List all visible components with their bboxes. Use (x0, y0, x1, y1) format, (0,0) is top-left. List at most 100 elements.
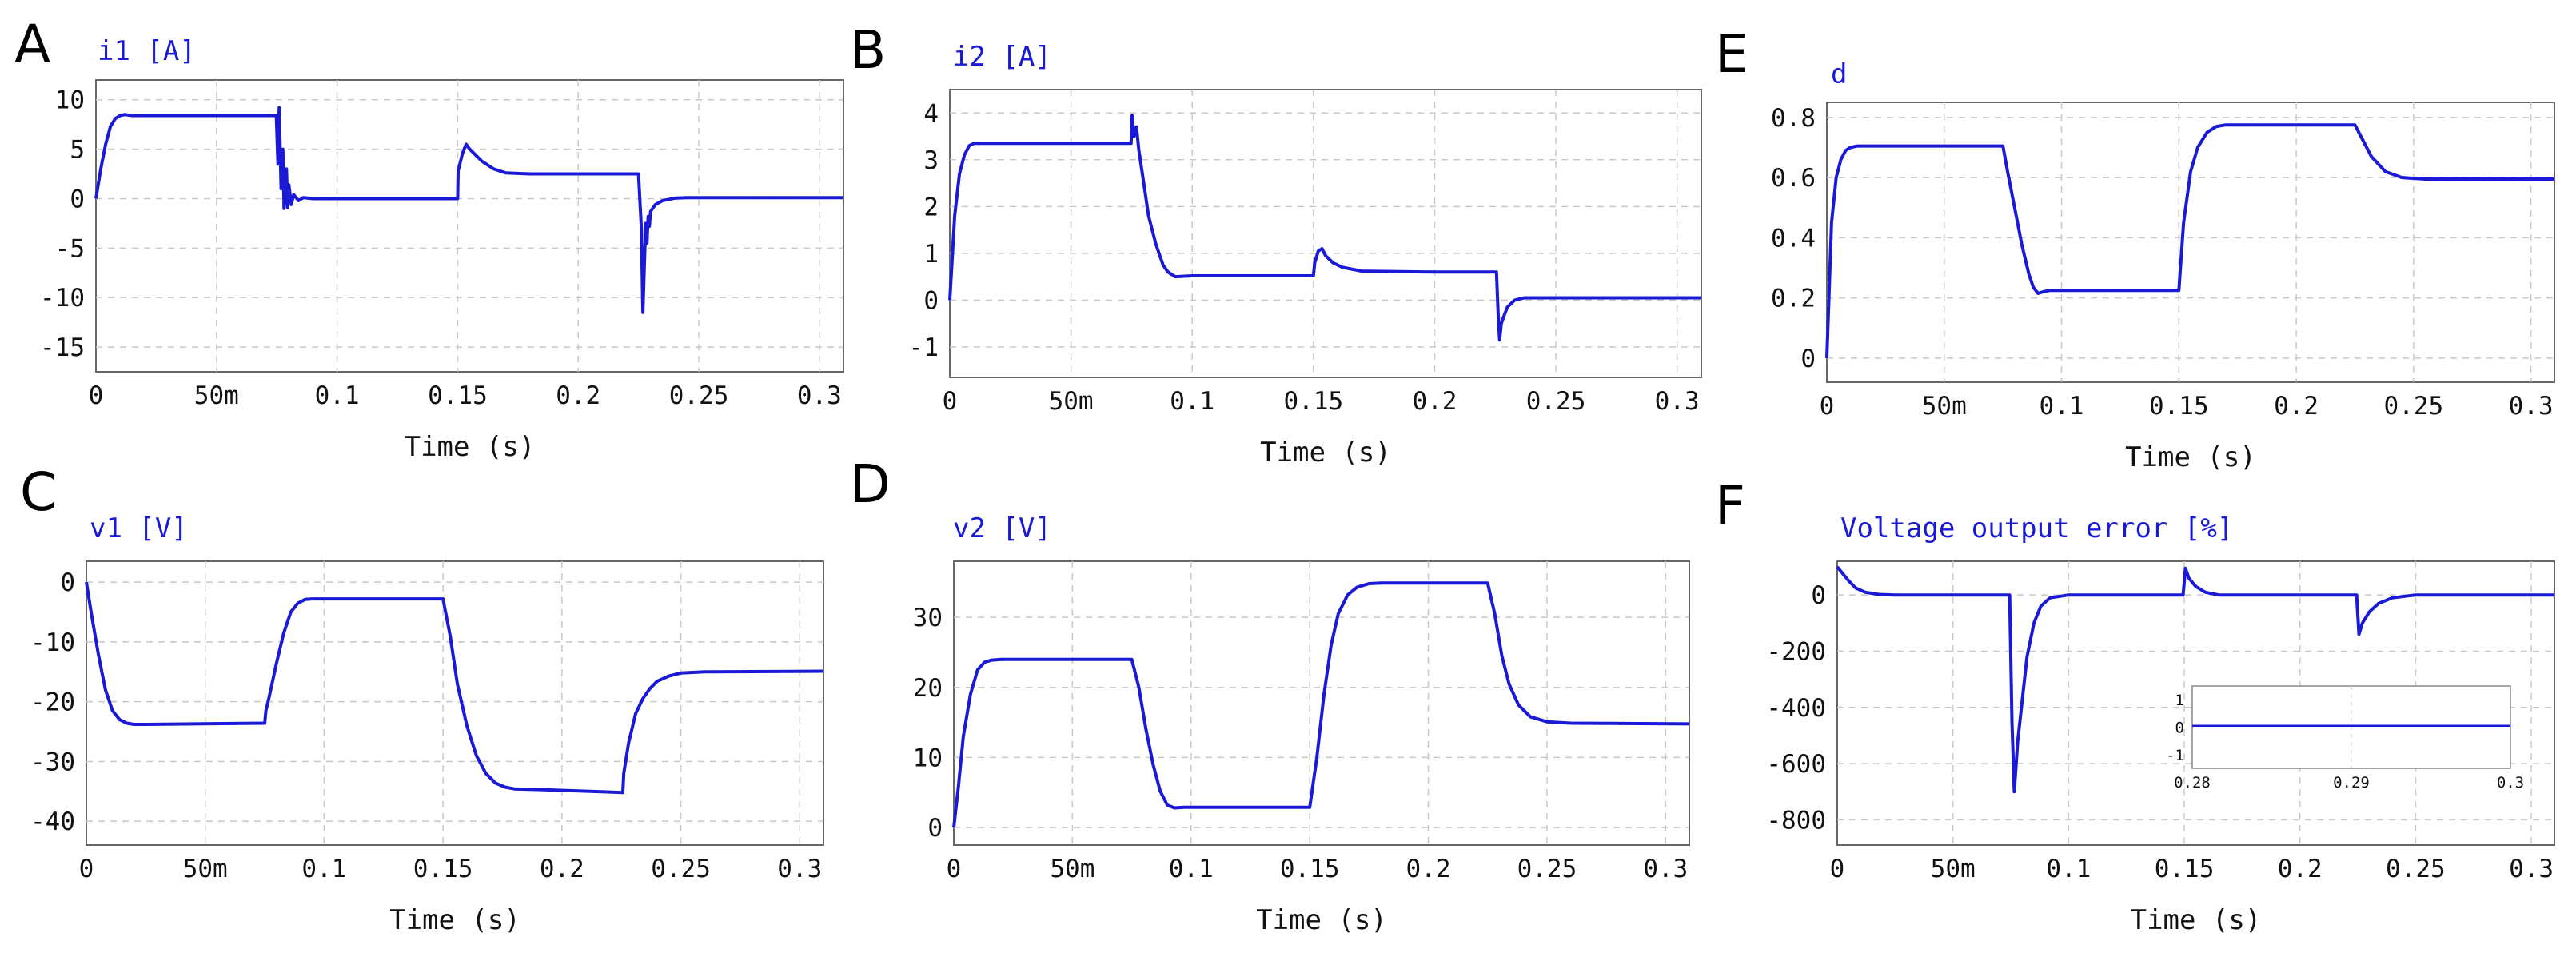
x-tick-label: 0.25 (669, 381, 729, 410)
plot-area (95, 79, 844, 373)
y-tick-label: 0.8 (1771, 104, 1816, 133)
inset-x-tick-label: 0.29 (2333, 774, 2370, 792)
plot-area (1826, 102, 2555, 383)
y-tick-label: 1 (923, 240, 939, 269)
x-tick-label: 0.15 (2155, 855, 2215, 883)
panel-letter: D (850, 453, 891, 515)
chart-panel-F: F Voltage output error [%] 0 50m 0.1 0.15 0.2 0… (1715, 475, 2555, 936)
x-tick-label: 0.15 (1284, 387, 1344, 416)
x-axis-label: Time (s) (405, 431, 536, 463)
x-axis-label: Time (s) (1256, 904, 1387, 936)
inset-x-tick-label: 0.28 (2174, 774, 2211, 792)
y-tick-label: 10 (55, 86, 85, 115)
x-tick-label: 0.1 (301, 855, 346, 883)
x-tick-label: 0 (1820, 392, 1835, 421)
plot-area (949, 89, 1702, 378)
x-tick-label: 0.15 (428, 381, 488, 410)
y-tick-label: -15 (40, 333, 85, 362)
x-tick-label: 0.15 (1280, 855, 1340, 883)
inset-y-tick-label: 0 (2175, 720, 2184, 737)
x-tick-label: 0 (89, 381, 104, 410)
series-line-error (1836, 565, 2554, 794)
x-axis-label: Time (s) (2125, 441, 2256, 473)
y-tick-label: 5 (70, 136, 85, 165)
x-tick-label: 0.3 (1655, 387, 1700, 416)
y-tick-label: 20 (913, 674, 943, 703)
y-tick-label: 0 (1811, 581, 1826, 610)
series-line-i2 (948, 114, 1701, 342)
x-tick-label: 0.15 (2149, 392, 2209, 421)
x-tick-label: 0.1 (2046, 855, 2091, 883)
y-tick-label: 10 (913, 744, 943, 772)
x-tick-label: 0.25 (2386, 855, 2446, 883)
series-line-i1 (94, 106, 843, 314)
y-tick-label: -400 (1766, 694, 1826, 723)
x-tick-label: 0.25 (1517, 855, 1577, 883)
y-tick-label: 3 (923, 146, 939, 175)
panel-letter: A (14, 14, 50, 75)
x-axis-label: Time (s) (1260, 437, 1391, 469)
y-tick-label: 0 (927, 814, 943, 843)
y-tick-label: 0 (1800, 345, 1816, 373)
y-tick-label: -600 (1766, 750, 1826, 779)
x-tick-label: 0 (79, 855, 94, 883)
y-tick-label: 0 (70, 185, 85, 213)
x-tick-label: 50m (183, 855, 228, 883)
inset-chart: 0.28 0.29 0.3 1 0 -1 (2166, 685, 2524, 792)
series-line-v1 (85, 581, 824, 795)
x-tick-label: 0.3 (1643, 855, 1688, 883)
x-tick-label: 0.1 (2040, 392, 2084, 421)
x-tick-label: 50m (1049, 387, 1094, 416)
x-tick-label: 0.1 (1169, 855, 1214, 883)
y-tick-label: 30 (913, 604, 943, 632)
chart-title: i1 [A] (98, 35, 196, 67)
inset-x-tick-label: 0.3 (2497, 774, 2524, 792)
x-tick-label: 50m (1922, 392, 1967, 421)
plot-area (86, 560, 824, 846)
y-tick-label: -40 (30, 807, 75, 836)
panel-letter: F (1715, 475, 1745, 536)
y-tick-label: 0 (923, 286, 939, 315)
y-tick-label: -10 (40, 284, 85, 313)
x-axis-label: Time (s) (389, 904, 520, 936)
y-tick-label: -10 (30, 628, 75, 657)
y-tick-label: 2 (923, 193, 939, 221)
x-tick-label: 0 (943, 387, 958, 416)
x-tick-label: 0.3 (2509, 392, 2554, 421)
x-tick-label: 0.25 (2384, 392, 2444, 421)
chart-title: i2 [A] (953, 41, 1051, 73)
x-tick-label: 0.3 (2509, 855, 2554, 883)
chart-title: v1 [V] (90, 512, 188, 544)
y-tick-label: 4 (923, 99, 939, 128)
chart-panel-C: Cv1 [V] 0 50m 0.1 0.15 0.2 0.25 0.3 0 -10 -20 -30 -4… (20, 461, 824, 936)
y-tick-label: -5 (55, 234, 85, 263)
y-tick-label: 0.6 (1771, 164, 1816, 193)
y-tick-label: -800 (1766, 806, 1826, 835)
panel-letter: B (850, 19, 886, 81)
x-tick-label: 0.2 (2274, 392, 2319, 421)
x-tick-label: 0 (1830, 855, 1845, 883)
x-tick-label: 0.2 (1406, 855, 1451, 883)
chart-title: v2 [V] (953, 512, 1051, 544)
x-tick-label: 50m (194, 381, 239, 410)
x-tick-label: 50m (1050, 855, 1095, 883)
inset-y-tick-label: -1 (2166, 747, 2184, 764)
y-tick-label: 0.4 (1771, 224, 1816, 253)
y-tick-label: -20 (30, 688, 75, 717)
panel-letter: C (20, 461, 57, 523)
x-tick-label: 0.3 (797, 381, 842, 410)
x-tick-label: 0.25 (1526, 387, 1586, 416)
y-tick-label: 0.2 (1771, 285, 1816, 313)
y-tick-label: -200 (1766, 637, 1826, 666)
x-tick-label: 50m (1931, 855, 1976, 883)
series-line-d (1825, 123, 2554, 358)
x-tick-label: 0.2 (1412, 387, 1457, 416)
x-tick-label: 0.15 (413, 855, 473, 883)
series-line-v2 (952, 581, 1690, 828)
x-axis-label: Time (s) (2131, 904, 2262, 936)
x-tick-label: 0.2 (2278, 855, 2323, 883)
